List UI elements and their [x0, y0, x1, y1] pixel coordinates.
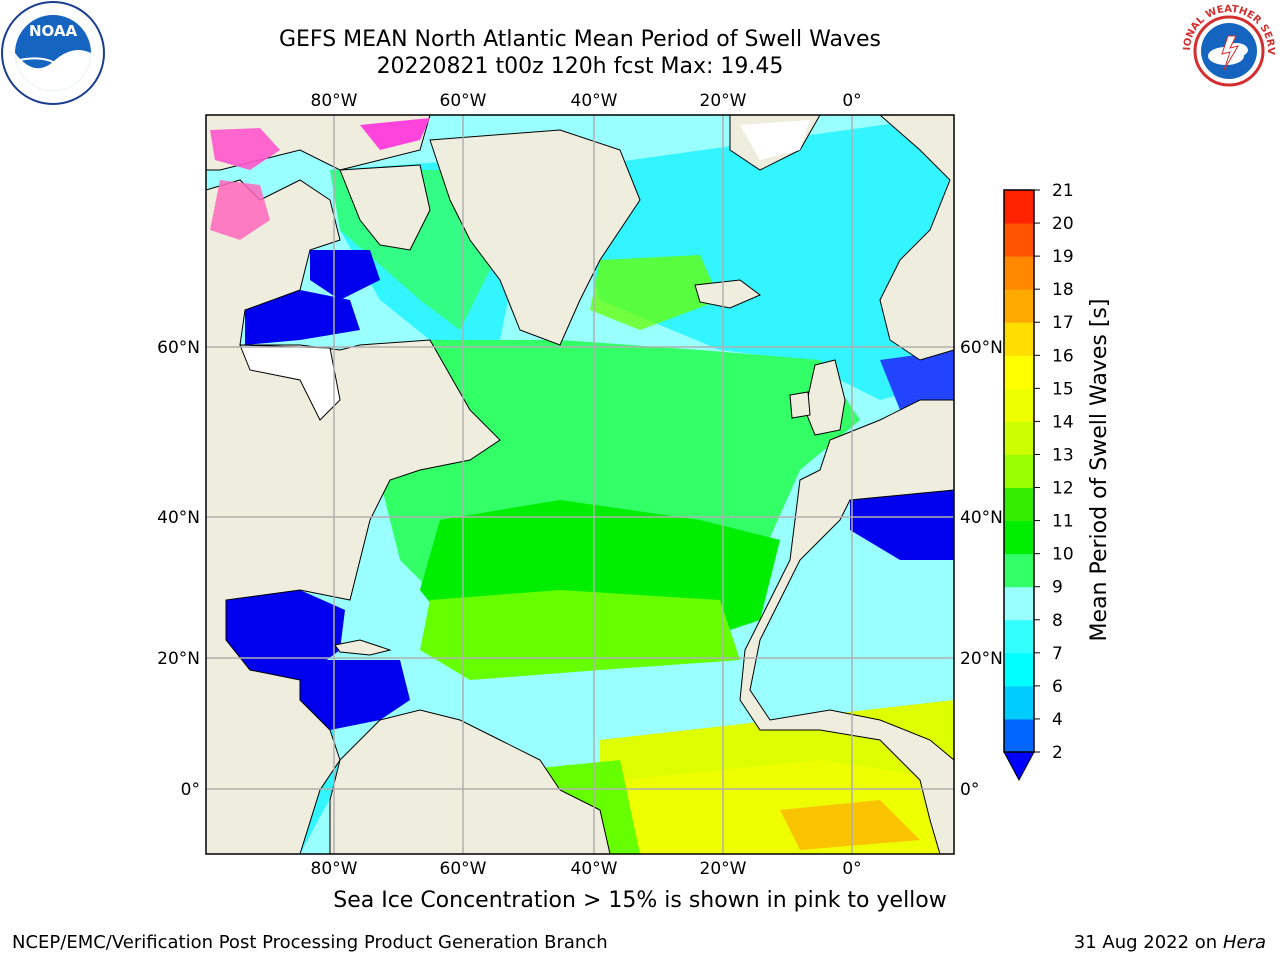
lon-label-top: 20°W	[700, 91, 747, 111]
colorbar-segment	[1004, 586, 1034, 621]
colorbar-tick-label: 17	[1052, 313, 1074, 333]
colorbar-segment	[1004, 487, 1034, 522]
lon-label-top: 60°W	[440, 91, 487, 111]
land-south-america	[329, 709, 611, 854]
hudson-bay	[245, 290, 360, 345]
lat-label-left: 0°	[181, 780, 200, 800]
ocean-lime-irminger	[590, 255, 720, 330]
ocean-cyan-north	[560, 115, 954, 400]
noaa-logo: NOAA	[1, 1, 105, 105]
chart-subtitle: 20220821 t00z 120h fcst Max: 19.45	[376, 54, 784, 79]
map-frame	[205, 114, 955, 855]
map-content	[206, 115, 954, 854]
colorbar-segment	[1004, 619, 1034, 654]
colorbar-tick-label: 13	[1052, 445, 1074, 465]
lon-label-bottom: 80°W	[311, 859, 358, 879]
colorbar-segment	[1004, 421, 1034, 455]
colorbar-segment	[1004, 652, 1034, 687]
colorbar-tick-label: 10	[1052, 545, 1074, 565]
sea-ice-patch	[210, 128, 280, 170]
colorbar-segment	[1004, 289, 1034, 323]
lat-label-right: 20°N	[960, 649, 1003, 669]
colorbar-segment	[1004, 388, 1034, 422]
lon-label-bottom: 0°	[842, 859, 861, 879]
lon-label-bottom: 60°W	[440, 859, 487, 879]
caribbean-sea	[285, 660, 410, 730]
colorbar-segment	[1004, 322, 1034, 356]
baltic-sea	[880, 350, 954, 410]
colorbar-segment	[1004, 685, 1034, 720]
foxe-basin	[310, 250, 380, 300]
colorbar-tick-label: 20	[1052, 214, 1074, 234]
lat-label-right: 60°N	[960, 338, 1003, 358]
lat-label-right: 0°	[960, 780, 979, 800]
land-ireland	[789, 391, 811, 419]
land-scandinavia	[879, 115, 954, 361]
lon-label-top: 0°	[842, 91, 861, 111]
colorbar-segment	[1004, 223, 1034, 257]
sea-ice-white-patch	[740, 120, 810, 160]
lat-label-left: 20°N	[157, 649, 200, 669]
svg-text:NOAA: NOAA	[29, 22, 78, 40]
land-greenland	[429, 129, 641, 346]
colorbar-tick-label: 8	[1052, 611, 1063, 631]
colorbar-tick-label: 7	[1052, 644, 1063, 664]
footer-date: 31 Aug 2022 on Hera	[1073, 932, 1266, 953]
footer-machine: Hera	[1222, 932, 1266, 953]
colorbar-tick-label: 19	[1052, 247, 1074, 267]
lon-label-bottom: 20°W	[700, 859, 747, 879]
chart-title: GEFS MEAN North Atlantic Mean Period of …	[278, 27, 881, 52]
land-baffin-island	[339, 164, 431, 251]
colorbar-segment	[1004, 520, 1034, 555]
nws-logo: NATIONAL WEATHER SERVICE	[1178, 0, 1278, 100]
colorbar-tick-label: 16	[1052, 346, 1074, 366]
land-iceland	[694, 279, 761, 309]
colorbar-under-arrow	[1003, 751, 1035, 782]
lon-label-top: 80°W	[311, 91, 358, 111]
colorbar-tick-label: 11	[1052, 512, 1074, 532]
sea-ice-patch	[360, 118, 430, 150]
colorbar-tick-label: 6	[1052, 677, 1063, 697]
colorbar-tick-label: 4	[1052, 710, 1063, 730]
land-cuba	[334, 639, 392, 656]
land-europe-africa	[739, 399, 954, 854]
colorbar-segment	[1004, 454, 1034, 489]
colorbar-tick-label: 15	[1052, 379, 1074, 399]
colorbar-segment	[1004, 718, 1034, 753]
lat-label-right: 40°N	[960, 508, 1003, 528]
land-hudson-white	[239, 344, 341, 421]
colorbar-segment	[1004, 190, 1034, 224]
colorbar-tick-label: 18	[1052, 280, 1074, 300]
colorbar-label: Mean Period of Swell Waves [s]	[1087, 299, 1112, 642]
sea-ice-patch	[210, 180, 270, 240]
lon-label-top: 40°W	[571, 91, 618, 111]
footer-credit: NCEP/EMC/Verification Post Processing Pr…	[12, 932, 608, 953]
colorbar-segment	[1004, 553, 1034, 588]
colorbar-tick-label: 9	[1052, 578, 1063, 598]
colorbar-frame	[1003, 189, 1035, 753]
mediterranean-sea	[850, 490, 954, 560]
colorbar-tick-label: 12	[1052, 479, 1074, 499]
colorbar-segment	[1004, 256, 1034, 290]
colorbar-tick-label: 21	[1052, 181, 1074, 201]
sea-ice-note: Sea Ice Concentration > 15% is shown in …	[333, 888, 947, 913]
lat-label-left: 40°N	[157, 508, 200, 528]
colorbar-segment	[1004, 355, 1034, 389]
lat-label-left: 60°N	[157, 338, 200, 358]
colorbar-tick-label: 14	[1052, 412, 1074, 432]
lon-label-bottom: 40°W	[571, 859, 618, 879]
colorbar-tick-label: 2	[1052, 743, 1063, 763]
ocean-orange-patch	[780, 800, 920, 850]
map-graticule	[206, 115, 954, 854]
